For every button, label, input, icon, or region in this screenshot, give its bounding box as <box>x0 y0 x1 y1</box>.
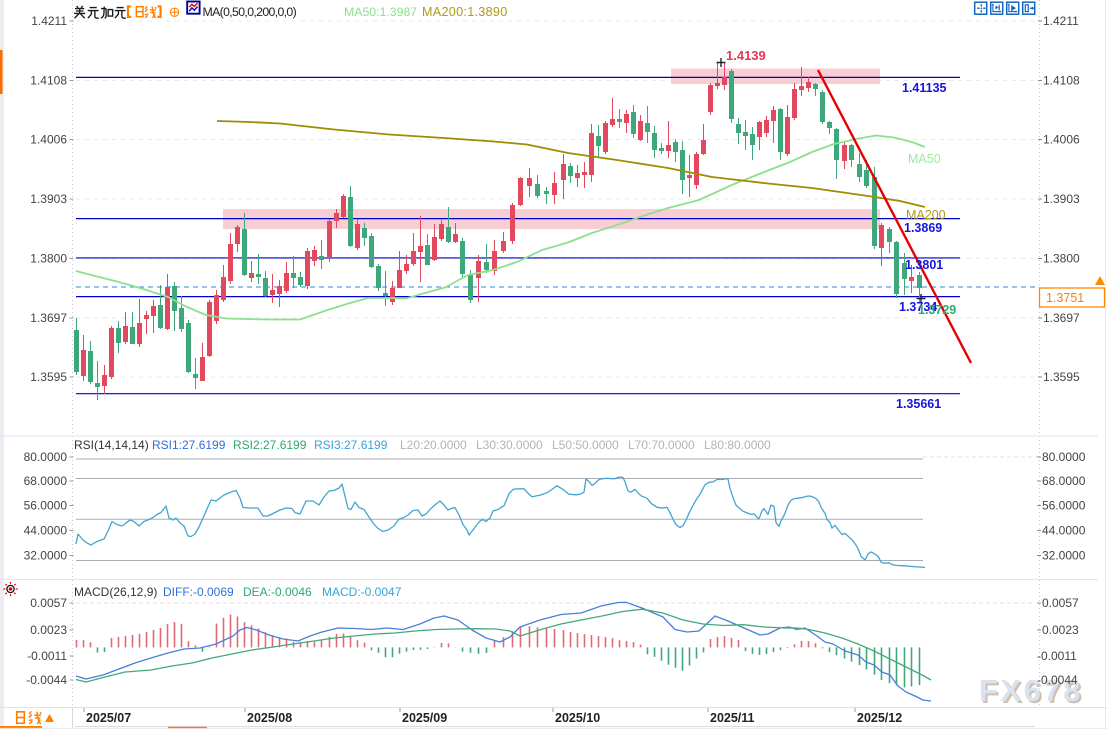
svg-text:1.41135: 1.41135 <box>902 81 947 95</box>
svg-text:-0.0011: -0.0011 <box>1037 649 1077 663</box>
svg-text:DEA:-0.0046: DEA:-0.0046 <box>243 585 312 599</box>
svg-text:1.4211: 1.4211 <box>1043 14 1079 28</box>
svg-text:2025/10: 2025/10 <box>555 711 600 725</box>
svg-text:1.3595: 1.3595 <box>1043 370 1080 384</box>
svg-text:DIFF:-0.0069: DIFF:-0.0069 <box>163 585 234 599</box>
svg-text:32.0000: 32.0000 <box>24 549 68 563</box>
svg-text:0.0057: 0.0057 <box>1042 596 1079 610</box>
svg-text:56.0000: 56.0000 <box>1042 499 1086 513</box>
svg-text:-0.0044: -0.0044 <box>1037 673 1078 687</box>
svg-text:2025/11: 2025/11 <box>710 711 755 725</box>
svg-text:L80:80.0000: L80:80.0000 <box>704 438 771 452</box>
svg-text:2025/08: 2025/08 <box>247 711 292 725</box>
svg-text:RSI(14,14,14): RSI(14,14,14) <box>74 438 149 452</box>
svg-text:1.4139: 1.4139 <box>726 48 766 63</box>
svg-text:1.3697: 1.3697 <box>1043 311 1080 325</box>
svg-text:80.0000: 80.0000 <box>1042 450 1086 464</box>
svg-text:MA200:1.3890: MA200:1.3890 <box>422 5 508 19</box>
svg-text:L20:20.0000: L20:20.0000 <box>400 438 467 452</box>
svg-text:0.0023: 0.0023 <box>1042 623 1079 637</box>
svg-text:68.0000: 68.0000 <box>24 474 68 488</box>
svg-text:MACD:-0.0047: MACD:-0.0047 <box>322 585 402 599</box>
svg-text:1.4006: 1.4006 <box>30 132 67 146</box>
svg-text:MA200: MA200 <box>906 208 946 222</box>
svg-text:1.4006: 1.4006 <box>1043 132 1080 146</box>
svg-text:1.3595: 1.3595 <box>30 370 67 384</box>
svg-text:1.4108: 1.4108 <box>1043 74 1080 88</box>
svg-text:RSI1:27.6199: RSI1:27.6199 <box>152 438 226 452</box>
svg-text:L50:50.0000: L50:50.0000 <box>552 438 619 452</box>
svg-text:1.4211: 1.4211 <box>31 14 67 28</box>
svg-text:1.4108: 1.4108 <box>30 74 67 88</box>
svg-text:FX678: FX678 <box>979 673 1083 708</box>
svg-text:L30:30.0000: L30:30.0000 <box>476 438 543 452</box>
svg-text:2025/07: 2025/07 <box>86 711 131 725</box>
svg-text:MACD(26,12,9): MACD(26,12,9) <box>74 585 157 599</box>
svg-text:MA50:1.3987: MA50:1.3987 <box>344 5 417 19</box>
svg-text:2025/12: 2025/12 <box>857 711 902 725</box>
svg-text:44.0000: 44.0000 <box>1042 524 1086 538</box>
svg-text:1.3801: 1.3801 <box>905 258 943 272</box>
svg-text:FX678: FX678 <box>981 675 1085 710</box>
svg-text:1.3903: 1.3903 <box>1043 192 1080 206</box>
svg-text:1.3800: 1.3800 <box>1043 252 1080 266</box>
svg-text:56.0000: 56.0000 <box>24 499 68 513</box>
svg-text:RSI3:27.6199: RSI3:27.6199 <box>314 438 388 452</box>
svg-text:1.3869: 1.3869 <box>904 221 942 235</box>
svg-text:MA50: MA50 <box>908 152 941 166</box>
svg-text:L70:70.0000: L70:70.0000 <box>628 438 695 452</box>
svg-text:32.0000: 32.0000 <box>1042 549 1086 563</box>
svg-text:MA(0,50,0,200,0,0): MA(0,50,0,200,0,0) <box>203 5 297 19</box>
svg-text:1.3751: 1.3751 <box>1046 291 1084 305</box>
svg-text:RSI2:27.6199: RSI2:27.6199 <box>233 438 307 452</box>
svg-text:-0.0044: -0.0044 <box>26 673 67 687</box>
svg-text:68.0000: 68.0000 <box>1042 474 1086 488</box>
svg-text:1.35661: 1.35661 <box>896 397 941 411</box>
svg-text:80.0000: 80.0000 <box>24 450 68 464</box>
svg-text:1.3903: 1.3903 <box>30 192 67 206</box>
svg-text:-0.0011: -0.0011 <box>27 649 67 663</box>
svg-text:1.3800: 1.3800 <box>30 252 67 266</box>
svg-text:44.0000: 44.0000 <box>24 524 68 538</box>
svg-text:1.3729: 1.3729 <box>918 303 956 317</box>
svg-text:0.0023: 0.0023 <box>30 623 67 637</box>
svg-text:1.3697: 1.3697 <box>30 311 67 325</box>
svg-text:0.0057: 0.0057 <box>30 596 67 610</box>
svg-text:2025/09: 2025/09 <box>402 711 447 725</box>
svg-text:1.3734: 1.3734 <box>899 300 937 314</box>
